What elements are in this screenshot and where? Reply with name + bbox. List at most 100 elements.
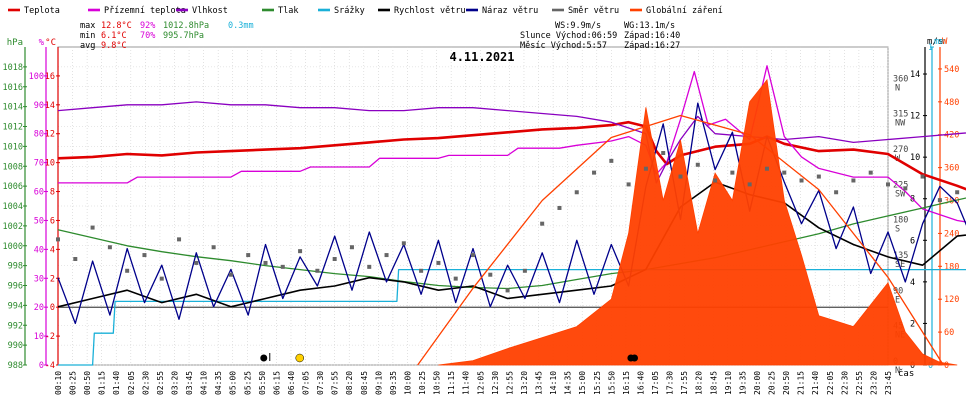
x-tick-label: 15:25 — [593, 371, 602, 395]
x-tick-label: 13:45 — [535, 371, 544, 395]
radiation-axis-tick-label: 120 — [944, 295, 959, 305]
chart-title: 4.11.2021 — [449, 50, 514, 64]
pressure-axis-tick-label: 996 — [8, 282, 23, 292]
direction-tick-compass: S — [895, 225, 900, 235]
x-tick-label: 15:50 — [607, 371, 616, 395]
direction-tick-label: 135 — [893, 251, 908, 261]
rain-axis-tick-label: 1 — [928, 43, 933, 53]
humidity-axis-tick-label: 90 — [34, 101, 44, 111]
legend-label: Směr větru — [568, 6, 619, 16]
direction-tick-compass: NW — [895, 119, 906, 129]
temperature-axis-tick-label: 16 — [45, 72, 55, 82]
x-tick-label: 03:45 — [185, 371, 194, 395]
pressure-axis-tick-label: 998 — [8, 262, 23, 272]
pressure-axis-tick-label: 994 — [8, 301, 23, 311]
x-tick-label: 16:40 — [636, 371, 645, 395]
temperature-axis-tick-label: 2 — [50, 274, 55, 284]
stats-max-press: 1012.8hPa — [163, 21, 209, 31]
x-tick-label: 04:10 — [200, 371, 209, 395]
direction-point — [522, 268, 527, 273]
direction-point — [453, 276, 458, 281]
direction-point — [419, 268, 424, 273]
x-axis-label: čas — [898, 368, 914, 379]
temperature-axis-tick-label: 6 — [50, 216, 55, 226]
x-tick-label: 07:55 — [331, 371, 340, 395]
direction-point — [228, 272, 233, 277]
pressure-axis-tick-label: 1000 — [3, 242, 23, 252]
x-tick-label: 12:05 — [476, 371, 485, 395]
direction-point — [937, 198, 942, 203]
x-tick-label: 07:30 — [316, 371, 325, 395]
pressure-axis-tick-label: 1008 — [3, 162, 23, 172]
direction-tick-label: 90 — [893, 286, 903, 296]
direction-tick-compass: E — [895, 295, 900, 305]
direction-point — [920, 174, 925, 179]
direction-point — [488, 272, 493, 277]
direction-tick-label: 270 — [893, 145, 908, 155]
direction-point — [159, 276, 164, 281]
humidity-axis-tick-label: 40 — [34, 245, 44, 255]
direction-point — [903, 186, 908, 191]
temperature-axis-unit: °C — [45, 38, 56, 48]
legend-label: Přízemní teplota — [104, 6, 186, 16]
direction-point — [834, 190, 839, 195]
x-tick-label: 07:05 — [302, 371, 311, 395]
legend-label: Globální záření — [646, 6, 723, 16]
temperature-axis-tick-label: 4 — [50, 245, 55, 255]
direction-point — [401, 241, 406, 246]
wind-axis-tick-label: 2 — [910, 319, 915, 329]
pressure-axis-unit: hPa — [7, 38, 23, 48]
wind-axis-unit: m/s — [927, 37, 943, 47]
direction-point — [471, 253, 475, 258]
x-tick-label: 04:35 — [214, 371, 223, 395]
x-tick-label: 22:05 — [826, 371, 835, 395]
temperature-axis-tick-label: 8 — [50, 188, 55, 198]
direction-point — [246, 253, 251, 258]
pressure-axis-tick-label: 1012 — [3, 123, 23, 133]
direction-point — [540, 221, 545, 226]
info-moon-set: Západ:16:27 — [624, 41, 680, 51]
info-sun-rise: Slunce Východ:06:59 — [520, 31, 617, 41]
radiation-axis-tick-label: 420 — [944, 131, 959, 141]
series-srážky — [58, 268, 966, 366]
direction-point — [955, 190, 960, 195]
direction-point — [557, 205, 562, 210]
direction-point — [332, 257, 337, 261]
info-sun-set: Západ:16:40 — [624, 31, 680, 41]
direction-tick-label: 360 — [893, 74, 908, 84]
rain-axis-unit: mm — [934, 37, 945, 47]
x-tick-label: 19:10 — [724, 371, 733, 395]
direction-tick-label: 225 — [893, 180, 908, 190]
x-tick-label: 05:25 — [243, 371, 252, 395]
x-tick-label: 05:00 — [229, 371, 238, 395]
x-tick-label: 17:05 — [651, 371, 660, 395]
direction-point — [764, 166, 769, 171]
direction-point — [574, 190, 579, 195]
humidity-axis-tick-label: 50 — [34, 216, 44, 226]
info-moon-rise: Měsíc Východ:5:57 — [520, 41, 607, 51]
direction-point — [678, 174, 683, 179]
humidity-axis-tick-label: 10 — [34, 332, 44, 342]
direction-point — [851, 178, 856, 183]
temperature-axis-tick-label: 0 — [50, 303, 55, 313]
temperature-axis-tick-label: -4 — [45, 361, 55, 371]
direction-point — [747, 182, 752, 187]
x-tick-label: 06:40 — [287, 371, 296, 395]
x-tick-label: 18:20 — [695, 371, 704, 395]
radiation-axis-tick-label: 60 — [944, 328, 954, 338]
direction-point — [799, 178, 804, 183]
stats-min-hum: 70% — [140, 31, 155, 41]
direction-point — [816, 174, 821, 179]
direction-point — [90, 225, 95, 230]
x-tick-label: 23:45 — [884, 371, 893, 395]
x-tick-label: 05:50 — [258, 371, 267, 395]
radiation-axis-tick-label: 480 — [944, 98, 959, 108]
x-tick-label: 22:55 — [855, 371, 864, 395]
wind-axis-tick-label: 4 — [910, 278, 915, 288]
x-tick-label: 17:30 — [666, 371, 675, 395]
temperature-axis-tick-label: 12 — [45, 130, 55, 140]
direction-point — [436, 260, 441, 265]
series-vlhkost — [57, 101, 966, 184]
temperature-axis-tick-label: -2 — [45, 332, 55, 342]
series-sluneční-křivka — [417, 114, 944, 366]
